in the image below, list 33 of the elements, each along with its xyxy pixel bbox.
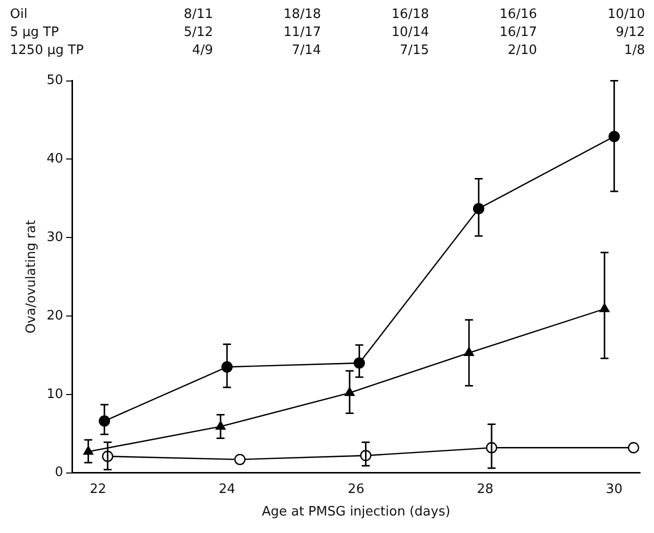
y-tick-label: 40	[46, 152, 64, 167]
y-tick-label: 0	[54, 465, 64, 480]
text: 2/10	[506, 42, 537, 60]
y-tick-label: 30	[46, 230, 64, 245]
text: 7/14	[290, 42, 321, 60]
x-tick-label: 24	[218, 482, 236, 497]
x-tick-label: 26	[348, 482, 364, 497]
point	[628, 442, 640, 454]
text: 10/10	[606, 6, 645, 24]
text: 5/12	[182, 24, 213, 42]
text: 1/8	[623, 42, 645, 60]
text: 1250 µg TP	[10, 42, 85, 60]
x-tick-label: 28	[476, 482, 494, 497]
text: 16/18	[390, 6, 429, 24]
x-tick-label: 22	[90, 482, 106, 497]
text: 9/12	[614, 24, 645, 42]
x-tick-label: 30	[606, 482, 622, 497]
y-axis-title: Ova/ovulating rat	[24, 220, 40, 334]
text: 5 µg TP	[10, 24, 60, 42]
text: 10/14	[390, 24, 429, 42]
text: 11/17	[282, 24, 321, 42]
text: 16/17	[498, 24, 537, 42]
text: Oil	[10, 6, 28, 24]
y-tick-label: 10	[46, 386, 64, 402]
text: 7/15	[398, 42, 429, 60]
text: 16/16	[498, 6, 537, 24]
text: 18/18	[282, 6, 321, 24]
y-tick-label: 20	[46, 308, 64, 324]
text: 8/11	[182, 6, 213, 24]
x-axis-title: Age at PMSG injection (days)	[262, 504, 450, 520]
text: 4/9	[191, 42, 213, 60]
point	[234, 454, 246, 466]
y-tick-label: 50	[46, 73, 64, 88]
